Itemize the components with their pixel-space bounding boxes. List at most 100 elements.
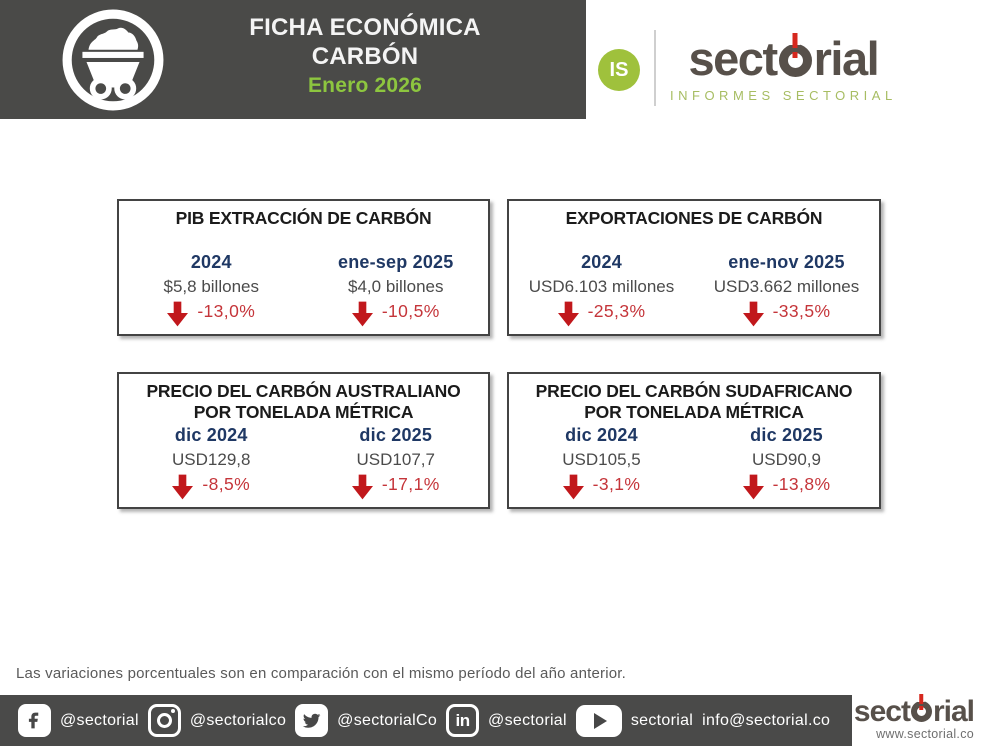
stat-period: ene-sep 2025: [338, 252, 454, 272]
stat-change: -13,8%: [742, 474, 831, 500]
card-title: PRECIO DEL CARBÓN AUSTRALIANO POR TONELA…: [146, 381, 461, 422]
stat-period: dic 2024: [174, 425, 248, 445]
stat-value: USD129,8: [172, 450, 251, 469]
stat-dic-2024: dic 2024 USD129,8 -8,5%: [119, 425, 304, 500]
card-stats: 2024 USD6.103 millones -25,3% ene-nov 20…: [509, 252, 879, 334]
linkedin-icon: in: [446, 704, 480, 737]
card-title: EXPORTACIONES DE CARBÓN: [565, 208, 823, 228]
header-bar: FICHA ECONÓMICA CARBÓN Enero 2026: [0, 0, 586, 119]
sectorial-wordmark: sect rial: [688, 31, 880, 85]
stat-period: ene-nov 2025: [728, 252, 845, 272]
page-title-line2: CARBÓN: [311, 43, 419, 70]
change-percent: -8,5%: [202, 474, 251, 494]
youtube-handle: sectorial: [630, 711, 694, 729]
stat-value: USD3.662 millones: [713, 277, 860, 296]
card-stats: dic 2024 USD105,5 -3,1% dic 2025 USD90,9…: [509, 425, 879, 507]
brand-text: sect rial INFORMES SECTORIAL: [670, 31, 897, 103]
site-url: www.sectorial.co: [876, 727, 974, 741]
card-precio-australiano: PRECIO DEL CARBÓN AUSTRALIANO POR TONELA…: [117, 372, 490, 509]
down-arrow-icon: [562, 474, 584, 500]
footnote: Las variaciones porcentuales son en comp…: [16, 665, 627, 682]
site-logo: sect rial www.sectorial.co: [853, 693, 975, 741]
stat-change: -3,1%: [562, 474, 641, 500]
stat-change: -8,5%: [172, 474, 251, 500]
wordmark-suffix: rial: [932, 695, 975, 728]
card-stats: 2024 $5,8 billones -13,0% ene-sep 2025 $…: [119, 252, 488, 334]
stat-value: USD90,9: [752, 450, 821, 469]
down-arrow-icon: [167, 301, 189, 327]
sectorial-brand-logo: IS sect rial INFORMES SECTORIAL: [598, 24, 948, 112]
header-text: FICHA ECONÓMICA CARBÓN Enero 2026: [200, 13, 530, 98]
change-percent: -10,5%: [381, 301, 440, 321]
wordmark-prefix: sect: [688, 31, 779, 85]
o-needle: [919, 694, 924, 704]
facebook-icon: [18, 704, 51, 737]
stat-period: dic 2024: [565, 425, 638, 445]
o-tip: [792, 51, 798, 58]
stat-value: USD107,7: [356, 450, 435, 469]
social-linkedin: in @sectorial: [446, 704, 567, 737]
social-facebook: @sectorial: [18, 704, 139, 737]
change-percent: -17,1%: [381, 474, 440, 494]
linkedin-handle: @sectorial: [488, 711, 567, 729]
o-needle: [792, 32, 798, 48]
stat-change: -17,1%: [351, 474, 440, 500]
sectorial-o-icon: [910, 693, 932, 722]
wordmark-suffix: rial: [813, 31, 880, 85]
stat-change: -13,0%: [167, 301, 255, 327]
stat-period: dic 2025: [750, 425, 823, 445]
stat-change: -10,5%: [351, 301, 440, 327]
stat-2024: 2024 USD6.103 millones -25,3%: [509, 252, 694, 327]
down-arrow-icon: [351, 474, 373, 500]
social-twitter: @sectorialCo: [295, 704, 437, 737]
twitter-handle: @sectorialCo: [337, 711, 438, 729]
o-tip: [919, 706, 924, 710]
card-precio-sudafricano: PRECIO DEL CARBÓN SUDAFRICANO POR TONELA…: [507, 372, 881, 509]
down-arrow-icon: [172, 474, 194, 500]
change-percent: -3,1%: [592, 474, 641, 494]
twitter-icon: [295, 704, 329, 737]
card-title: PRECIO DEL CARBÓN SUDAFRICANO POR TONELA…: [535, 381, 853, 422]
social-youtube: sectorial: [575, 704, 694, 737]
down-arrow-icon: [742, 301, 764, 327]
footer-social-bar: @sectorial @sectorialco @sectorialCo in …: [0, 695, 852, 746]
instagram-handle: @sectorialco: [189, 711, 287, 729]
stat-value: $5,8 billones: [163, 277, 259, 296]
page-title-line1: FICHA ECONÓMICA: [249, 14, 481, 41]
youtube-icon: [575, 704, 622, 737]
stat-period: dic 2025: [359, 425, 433, 445]
instagram-lens: [156, 713, 172, 728]
coal-cart-icon: [60, 7, 166, 113]
down-arrow-icon: [351, 301, 373, 327]
instagram-icon: [147, 704, 181, 737]
brand-tagline: INFORMES SECTORIAL: [670, 87, 897, 103]
stat-value: USD105,5: [562, 450, 641, 469]
contact-email: info@sectorial.co: [702, 711, 831, 729]
is-badge-icon: IS: [598, 49, 640, 91]
stat-value: USD6.103 millones: [528, 277, 675, 296]
stat-ene-nov-2025: ene-nov 2025 USD3.662 millones -33,5%: [694, 252, 879, 327]
report-period: Enero 2026: [307, 74, 423, 97]
stat-dic-2025: dic 2025 USD90,9 -13,8%: [694, 425, 879, 500]
down-arrow-icon: [557, 301, 579, 327]
stat-ene-sep-2025: ene-sep 2025 $4,0 billones -10,5%: [304, 252, 489, 327]
stat-cards-grid: PIB EXTRACCIÓN DE CARBÓN 2024 $5,8 billo…: [117, 199, 881, 509]
stat-period: 2024: [581, 252, 622, 272]
change-percent: -13,8%: [772, 474, 831, 494]
site-wordmark: sect rial: [853, 693, 975, 728]
stat-change: -25,3%: [557, 301, 646, 327]
card-pib-extraccion: PIB EXTRACCIÓN DE CARBÓN 2024 $5,8 billo…: [117, 199, 490, 336]
stat-dic-2025: dic 2025 USD107,7 -17,1%: [304, 425, 489, 500]
linkedin-in-text: in: [455, 710, 470, 730]
wordmark-prefix: sect: [853, 695, 911, 728]
facebook-handle: @sectorial: [60, 711, 139, 729]
youtube-play-triangle: [593, 712, 607, 729]
sectorial-o-icon: [778, 31, 812, 77]
change-percent: -33,5%: [772, 301, 831, 321]
brand-divider: [654, 30, 656, 106]
stat-period: 2024: [190, 252, 232, 272]
card-exportaciones: EXPORTACIONES DE CARBÓN 2024 USD6.103 mi…: [507, 199, 881, 336]
instagram-dot: [170, 709, 175, 713]
social-instagram: @sectorialco: [147, 704, 287, 737]
